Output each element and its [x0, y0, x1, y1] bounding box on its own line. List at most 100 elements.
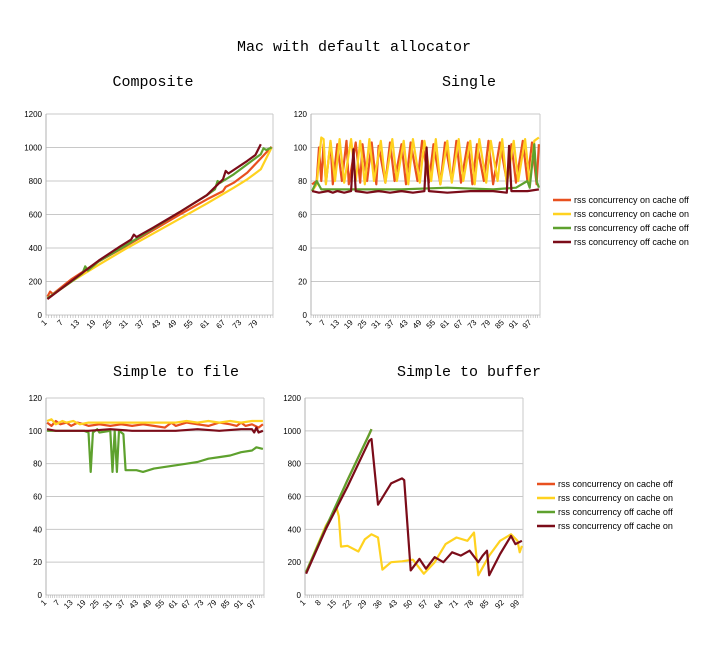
x-tick-label: 22 — [341, 598, 354, 611]
series-line — [311, 136, 540, 192]
x-tick-label: 57 — [417, 598, 430, 611]
y-tick-label: 60 — [33, 493, 42, 502]
legend-label: rss concurrency on cache on — [574, 209, 689, 219]
x-tick-label: 1 — [298, 598, 308, 608]
y-tick-label: 600 — [29, 211, 43, 220]
x-tick-label: 79 — [247, 318, 260, 331]
y-tick-label: 0 — [303, 311, 308, 320]
x-tick-label: 92 — [493, 598, 506, 611]
y-tick-label: 400 — [288, 525, 302, 534]
series-line — [47, 428, 264, 473]
x-tick-label: 79 — [206, 598, 219, 611]
x-tick-label: 43 — [127, 598, 140, 611]
x-tick-label: 7 — [52, 598, 62, 608]
legend-label: rss concurrency on cache off — [574, 195, 689, 205]
legend-label: rss concurrency off cache on — [558, 521, 673, 531]
x-tick-label: 49 — [140, 598, 153, 611]
x-tick-label: 49 — [411, 318, 424, 331]
series-line — [305, 506, 523, 577]
y-tick-label: 0 — [38, 311, 43, 320]
series-line — [311, 139, 540, 186]
x-tick-label: 1 — [304, 318, 314, 328]
x-tick-label: 37 — [383, 318, 396, 331]
x-tick-label: 61 — [167, 598, 180, 611]
x-tick-label: 67 — [214, 318, 227, 331]
y-tick-label: 120 — [29, 394, 43, 403]
legend-label: rss concurrency off cache off — [558, 507, 673, 517]
x-tick-label: 64 — [432, 598, 445, 611]
y-tick-label: 200 — [29, 278, 43, 287]
chart-single: 0 20 40 60 80 100 120 1 7 13 19 25 31 37 43 49 55 61 67 73 7… — [294, 110, 541, 331]
x-tick-label: 13 — [69, 318, 82, 331]
y-tick-label: 200 — [288, 558, 302, 567]
x-tick-label: 29 — [356, 598, 369, 611]
x-tick-label: 43 — [397, 318, 410, 331]
x-tick-label: 37 — [114, 598, 127, 611]
chart-title-simple-to-buffer: Simple to buffer — [397, 364, 541, 381]
legend-label: rss concurrency on cache on — [558, 493, 673, 503]
x-tick-label: 19 — [85, 318, 98, 331]
x-tick-label: 15 — [325, 598, 338, 611]
x-tick-label: 73 — [193, 598, 206, 611]
x-tick-label: 7 — [318, 318, 328, 328]
x-tick-label: 19 — [342, 318, 355, 331]
chart-simple-to-file: 0 20 40 60 80 100 120 1 7 13 19 25 31 37 43 49 55 61 67 73 7… — [29, 394, 265, 611]
x-tick-label: 55 — [425, 318, 438, 331]
chart-title-simple-to-file: Simple to file — [113, 364, 239, 381]
x-tick-label: 1 — [39, 318, 49, 328]
x-tick-label: 73 — [231, 318, 244, 331]
x-tick-label: 7 — [55, 318, 65, 328]
y-tick-label: 100 — [29, 427, 43, 436]
y-tick-label: 1200 — [24, 110, 42, 119]
x-tick-label: 31 — [370, 318, 383, 331]
x-tick-label: 31 — [101, 598, 114, 611]
x-tick-label: 67 — [452, 318, 465, 331]
x-tick-label: 55 — [182, 318, 195, 331]
y-tick-label: 40 — [33, 525, 42, 534]
y-tick-label: 80 — [33, 460, 42, 469]
y-tick-label: 60 — [298, 211, 307, 220]
x-tick-label: 55 — [154, 598, 167, 611]
x-tick-label: 61 — [198, 318, 211, 331]
y-tick-label: 1000 — [24, 144, 42, 153]
x-tick-label: 50 — [402, 598, 415, 611]
x-tick-label: 85 — [219, 598, 232, 611]
x-tick-label: 25 — [88, 598, 101, 611]
y-tick-label: 100 — [294, 144, 308, 153]
x-tick-label: 36 — [371, 598, 384, 611]
chart-title-composite: Composite — [112, 74, 193, 91]
y-tick-label: 20 — [298, 278, 307, 287]
x-tick-label: 8 — [313, 598, 323, 608]
y-tick-label: 800 — [288, 460, 302, 469]
x-tick-label: 49 — [166, 318, 179, 331]
y-tick-label: 600 — [288, 493, 302, 502]
y-tick-label: 80 — [298, 177, 307, 186]
chart-title-single: Single — [442, 74, 496, 91]
x-tick-label: 79 — [480, 318, 493, 331]
x-tick-label: 71 — [447, 598, 460, 611]
y-tick-label: 1200 — [283, 394, 301, 403]
legend-label: rss concurrency off cache off — [574, 223, 689, 233]
x-tick-label: 43 — [150, 318, 163, 331]
series-line — [311, 143, 540, 192]
x-tick-label: 43 — [386, 598, 399, 611]
x-tick-label: 13 — [62, 598, 75, 611]
legend-label: rss concurrency on cache off — [558, 479, 673, 489]
x-tick-label: 37 — [133, 318, 146, 331]
x-tick-label: 91 — [232, 598, 245, 611]
y-tick-label: 120 — [294, 110, 308, 119]
x-tick-label: 61 — [438, 318, 451, 331]
series-line — [311, 144, 540, 194]
x-tick-label: 25 — [101, 318, 114, 331]
series-line — [46, 143, 262, 300]
x-tick-label: 91 — [507, 318, 520, 331]
x-tick-label: 1 — [39, 598, 49, 608]
x-tick-label: 99 — [508, 598, 521, 611]
legend-label: rss concurrency off cache on — [574, 237, 689, 247]
y-tick-label: 20 — [33, 558, 42, 567]
y-tick-label: 40 — [298, 244, 307, 253]
y-tick-label: 400 — [29, 244, 43, 253]
